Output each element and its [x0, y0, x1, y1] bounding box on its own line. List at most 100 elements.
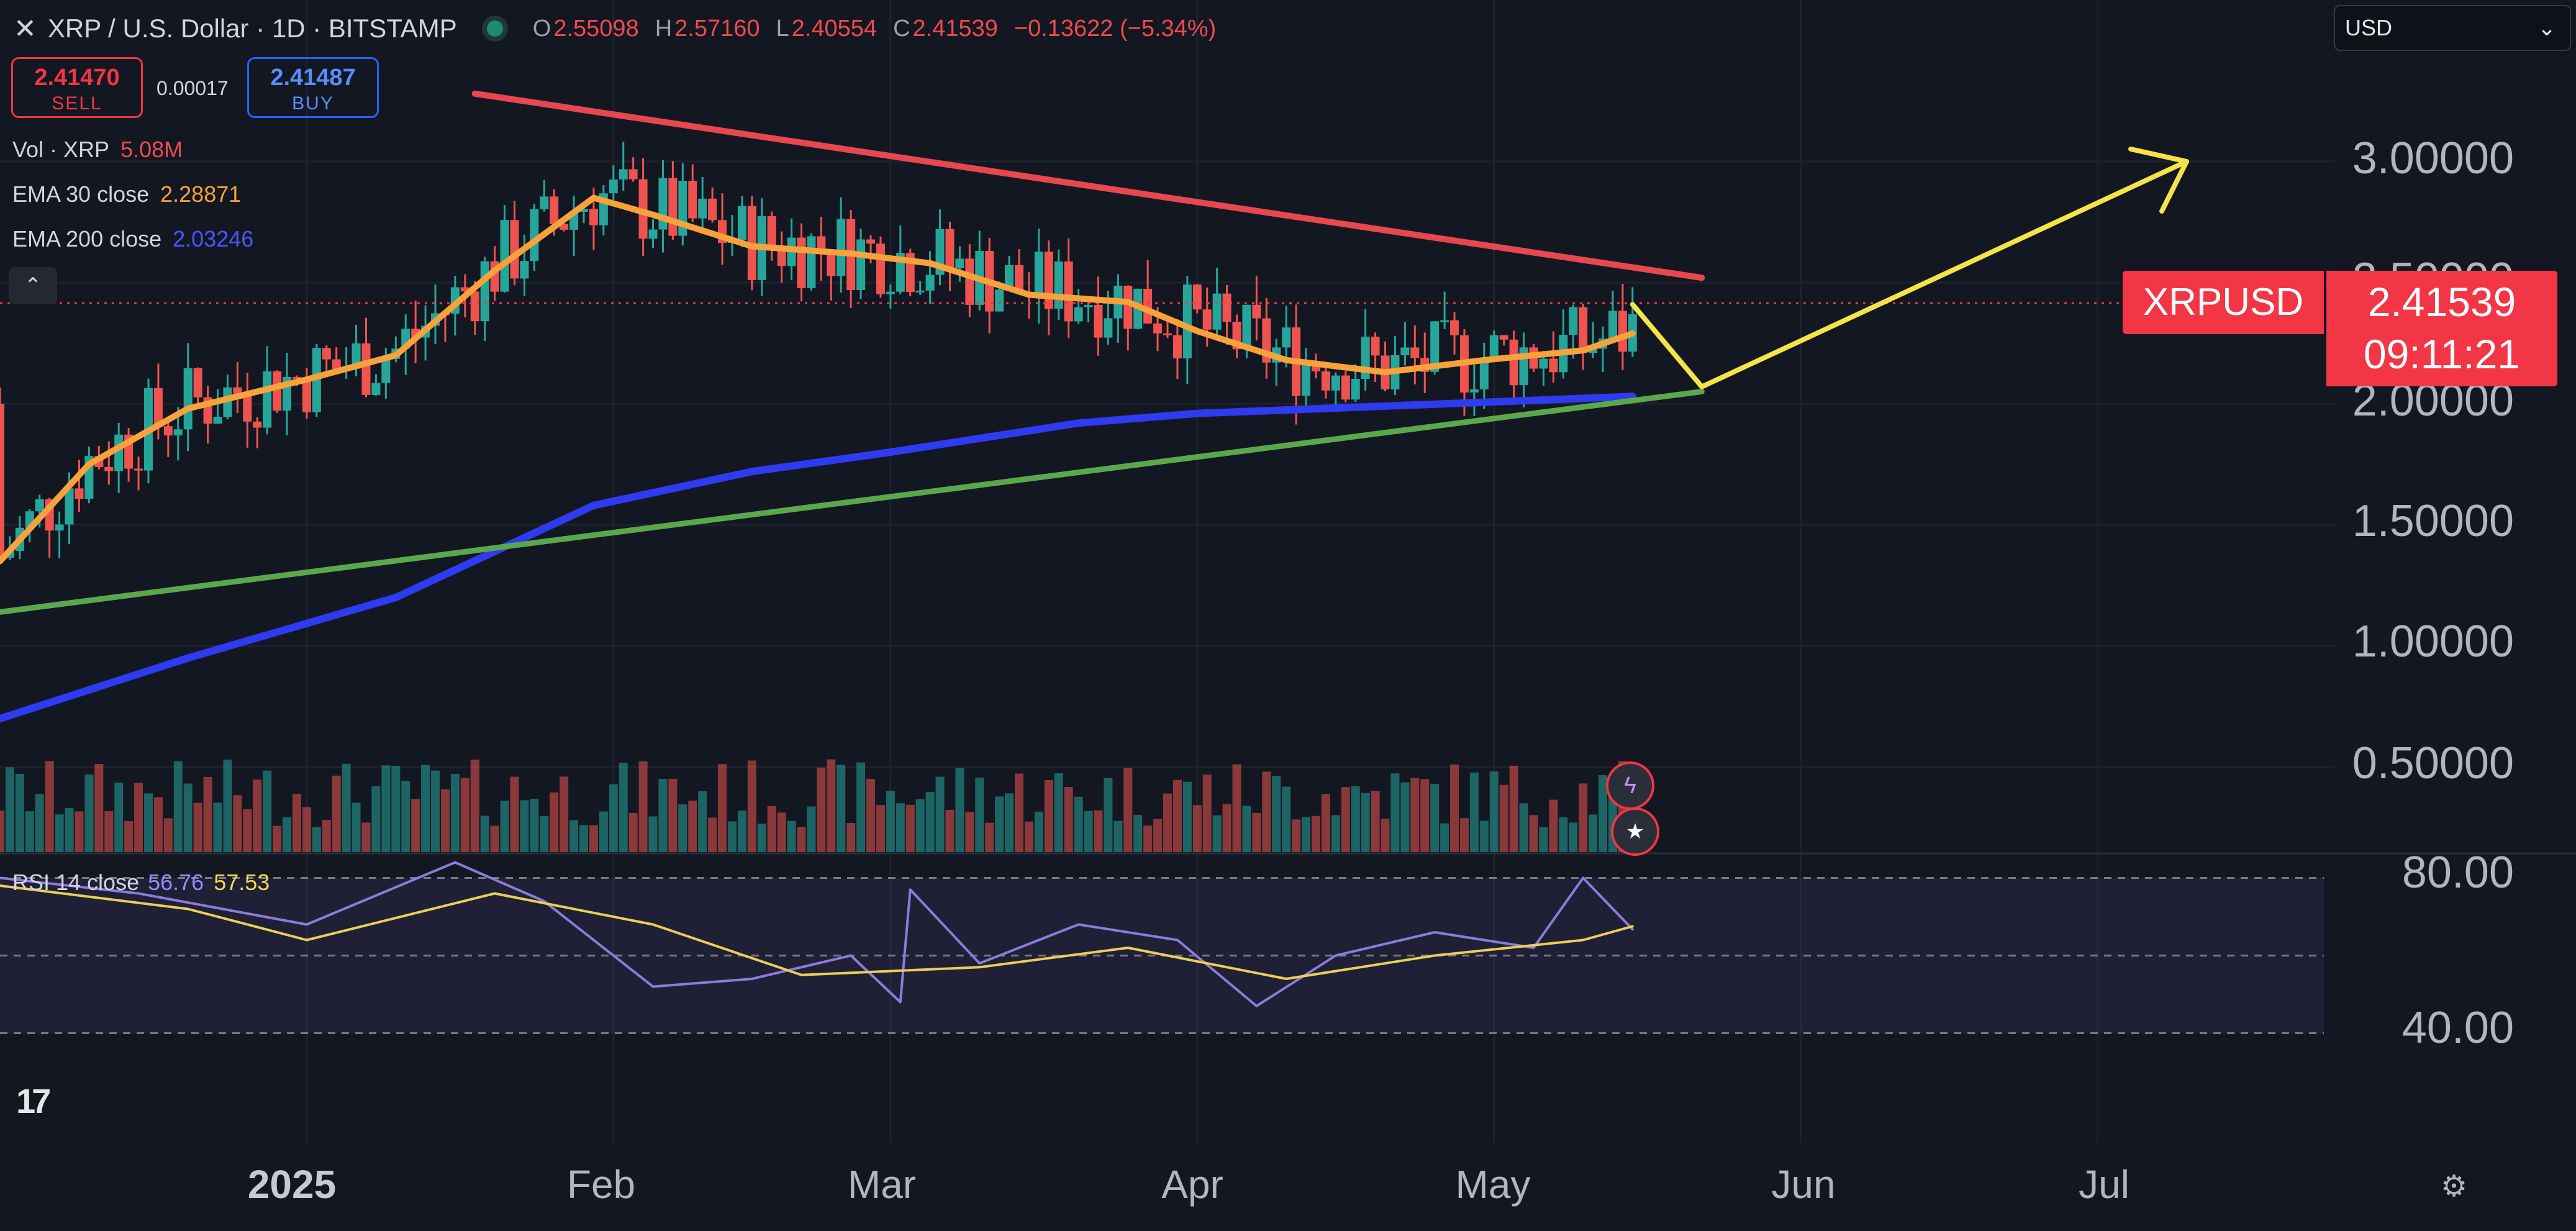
candle-body	[1172, 335, 1182, 359]
volume-bar	[520, 800, 529, 852]
symbol-title[interactable]: XRP / U.S. Dollar · 1D · BITSTAMP	[47, 14, 457, 43]
volume-bar	[411, 799, 420, 852]
ema30-legend[interactable]: EMA 30 close 2.28871	[12, 181, 241, 207]
volume-bar	[1450, 764, 1459, 852]
settings-icon[interactable]: ⚙	[2441, 1170, 2468, 1203]
candle-body	[530, 209, 539, 261]
candle-body	[1074, 307, 1083, 322]
candle-body	[1212, 293, 1222, 330]
us-flag-event-icon[interactable]: ★	[1611, 807, 1659, 856]
volume-bar	[1222, 804, 1231, 852]
candle-body	[104, 466, 114, 471]
volume-bar	[421, 765, 430, 852]
candle-body	[668, 178, 678, 236]
candle-body	[1440, 320, 1449, 322]
candle-body	[797, 237, 806, 288]
volume-bar	[856, 762, 866, 852]
volume-bar	[1351, 786, 1360, 852]
volume-bar	[223, 760, 232, 852]
volume-bar	[817, 767, 826, 852]
candle-body	[619, 169, 628, 180]
volume-bar	[490, 825, 499, 852]
volume-bar	[550, 792, 559, 852]
volume-bar	[322, 820, 331, 852]
candle-body	[1222, 293, 1231, 322]
volume-bar	[1113, 820, 1123, 852]
volume-bar	[1539, 827, 1548, 852]
candle-body	[500, 220, 509, 292]
candle-body	[767, 216, 776, 247]
close-icon[interactable]: ✕	[14, 13, 37, 44]
candle-body	[322, 348, 331, 360]
candle-body	[1351, 379, 1360, 400]
candle-body	[688, 181, 697, 219]
candle-body	[1489, 335, 1499, 358]
sell-label: SELL	[52, 93, 102, 114]
volume-bar	[1202, 774, 1212, 852]
volume-bar	[757, 824, 766, 852]
candle-body	[915, 290, 925, 293]
volume-bar	[1212, 815, 1222, 852]
candle-body	[273, 371, 282, 411]
candle-body	[866, 239, 876, 244]
collapse-legend-button[interactable]: ⌃	[9, 267, 57, 304]
candle-body	[1153, 323, 1163, 334]
sell-button[interactable]: 2.41470 SELL	[11, 57, 143, 118]
lightning-event-icon[interactable]: ϟ	[1606, 761, 1654, 810]
candle-body	[1539, 358, 1548, 369]
volume-bar	[896, 803, 905, 852]
candle-body	[1341, 375, 1350, 400]
candle-body	[1569, 307, 1578, 335]
volume-bar	[648, 816, 658, 852]
volume-bar	[1331, 815, 1340, 852]
volume-bar	[273, 825, 282, 852]
volume-bar	[1599, 775, 1608, 852]
volume-bar	[1005, 793, 1014, 852]
candle-body	[1192, 284, 1202, 310]
candle-body	[1499, 335, 1508, 340]
candle-body	[945, 229, 955, 268]
volume-bar	[1252, 813, 1261, 852]
currency-select[interactable]: USD ⌄	[2334, 5, 2571, 51]
low-key: L	[776, 15, 789, 42]
volume-bar	[1390, 773, 1400, 852]
candle-body	[153, 388, 163, 427]
volume-bar	[25, 811, 34, 852]
volume-bar	[876, 805, 885, 852]
rsi-legend[interactable]: RSI 14 close 56.76 57.53	[12, 870, 270, 896]
candle-body	[579, 209, 588, 212]
volume-bar	[213, 802, 222, 852]
volume-bar	[1123, 768, 1133, 852]
volume-bar	[75, 811, 84, 852]
candle-body	[540, 196, 549, 209]
volume-bar	[401, 781, 410, 852]
volume-bar	[0, 811, 4, 852]
candle-body	[1618, 311, 1627, 352]
volume-bar	[1341, 787, 1350, 852]
volume-bar	[1054, 773, 1063, 852]
volume-bar	[391, 766, 401, 852]
candle-body	[75, 488, 84, 499]
volume-bar	[1579, 783, 1588, 852]
ema200-line	[0, 393, 1636, 722]
volume-bar	[283, 817, 292, 852]
volume-bar	[263, 770, 272, 852]
volume-bar	[1430, 783, 1440, 852]
sell-price: 2.41470	[34, 65, 120, 91]
candle-body	[1064, 261, 1073, 322]
volume-bar	[1529, 815, 1538, 852]
volume-bar	[163, 818, 173, 852]
candle-body	[965, 258, 974, 305]
buy-button[interactable]: 2.41487 BUY	[247, 57, 379, 118]
candle-body	[1015, 265, 1024, 293]
ema200-legend[interactable]: EMA 200 close 2.03246	[12, 226, 253, 252]
candle-body	[837, 219, 846, 276]
volume-bar	[381, 765, 391, 852]
candle-body	[1509, 339, 1518, 386]
tradingview-logo[interactable]: 17	[16, 1081, 51, 1120]
candle-body	[1044, 252, 1053, 309]
volume-legend[interactable]: Vol · XRP 5.08M	[12, 137, 183, 163]
candle-body	[609, 179, 618, 194]
candle-body	[1054, 261, 1063, 309]
